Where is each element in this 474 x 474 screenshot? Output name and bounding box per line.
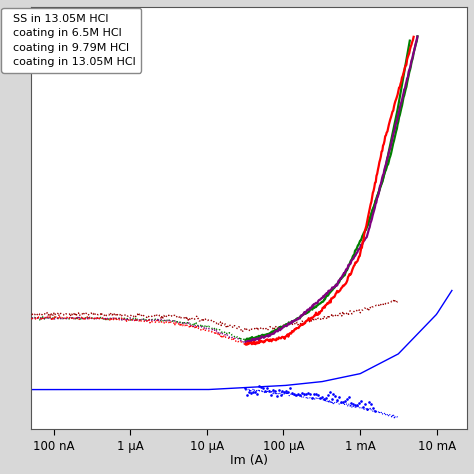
Point bbox=[365, 398, 373, 406]
Point bbox=[328, 395, 335, 403]
X-axis label: Im (A): Im (A) bbox=[230, 454, 268, 467]
Point bbox=[306, 390, 314, 398]
Point bbox=[339, 398, 347, 406]
Point bbox=[341, 397, 349, 405]
Point bbox=[271, 387, 278, 395]
Point bbox=[296, 392, 304, 399]
Point bbox=[355, 399, 363, 407]
Point bbox=[251, 388, 259, 396]
Point bbox=[320, 395, 328, 402]
Point bbox=[349, 401, 357, 408]
Point bbox=[304, 389, 312, 396]
Point bbox=[332, 392, 339, 400]
Point bbox=[277, 391, 284, 399]
Point bbox=[371, 407, 378, 414]
Legend: SS in 13.05M HCl, coating in 6.5M HCl, coating in 9.79M HCl, coating in 13.05M H: SS in 13.05M HCl, coating in 6.5M HCl, c… bbox=[1, 8, 141, 73]
Point bbox=[275, 387, 283, 394]
Point bbox=[363, 405, 371, 413]
Point bbox=[246, 388, 253, 396]
Point bbox=[261, 387, 269, 394]
Point bbox=[283, 387, 290, 395]
Point bbox=[310, 390, 318, 398]
Point bbox=[294, 390, 302, 398]
Point bbox=[369, 404, 376, 411]
Point bbox=[281, 388, 288, 396]
Point bbox=[334, 396, 341, 404]
Point bbox=[287, 384, 294, 392]
Point bbox=[318, 393, 326, 401]
Point bbox=[267, 391, 274, 399]
Point bbox=[257, 383, 264, 391]
Point bbox=[263, 384, 271, 392]
Point bbox=[292, 391, 300, 399]
Point bbox=[330, 391, 337, 398]
Point bbox=[243, 391, 251, 399]
Point bbox=[324, 392, 331, 399]
Point bbox=[346, 393, 353, 401]
Point bbox=[249, 388, 257, 396]
Point bbox=[302, 390, 310, 398]
Point bbox=[357, 398, 365, 405]
Point bbox=[336, 393, 343, 401]
Point bbox=[265, 387, 273, 394]
Point bbox=[284, 388, 292, 395]
Point bbox=[255, 382, 263, 389]
Point bbox=[273, 392, 281, 400]
Point bbox=[289, 389, 296, 397]
Point bbox=[308, 394, 316, 402]
Point bbox=[279, 387, 286, 395]
Point bbox=[351, 401, 359, 409]
Point bbox=[300, 391, 308, 398]
Point bbox=[241, 384, 249, 392]
Point bbox=[347, 399, 355, 407]
Point bbox=[316, 394, 324, 402]
Point bbox=[269, 386, 276, 394]
Point bbox=[344, 395, 351, 403]
Point bbox=[314, 392, 321, 399]
Point bbox=[337, 398, 345, 406]
Point bbox=[259, 384, 267, 392]
Point bbox=[291, 391, 298, 398]
Point bbox=[326, 388, 333, 396]
Point bbox=[298, 390, 306, 397]
Point bbox=[247, 389, 255, 396]
Point bbox=[322, 394, 329, 401]
Point bbox=[253, 391, 261, 398]
Point bbox=[353, 401, 361, 408]
Point bbox=[361, 400, 369, 408]
Point bbox=[367, 401, 374, 408]
Point bbox=[359, 403, 367, 410]
Point bbox=[312, 390, 319, 397]
